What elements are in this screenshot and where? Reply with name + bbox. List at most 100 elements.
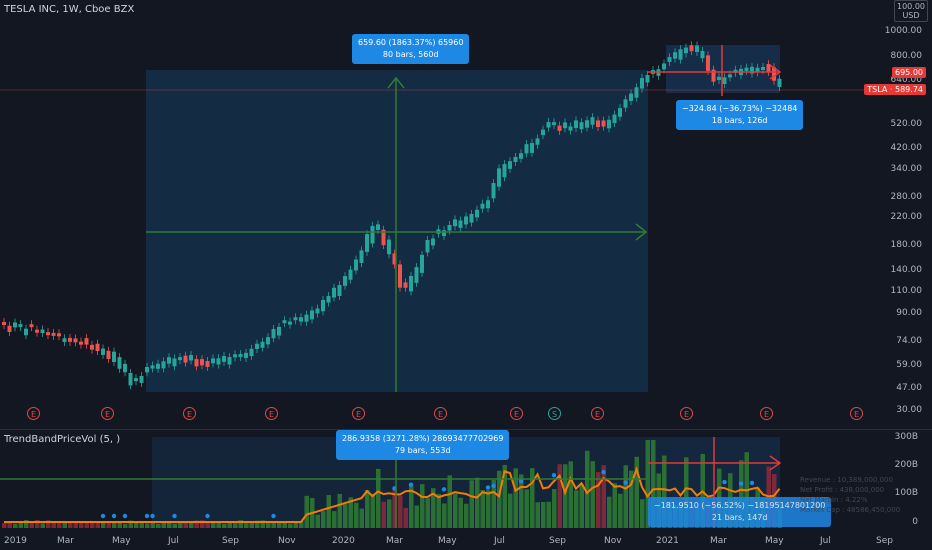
candle: [227, 357, 232, 365]
candle: [145, 367, 149, 373]
candle: [612, 114, 617, 124]
volume-bar: [354, 502, 359, 528]
volume-bar: [145, 523, 150, 528]
candle: [79, 341, 83, 345]
earnings-marker[interactable]: S: [548, 407, 561, 420]
volume-bar: [90, 522, 95, 528]
candle: [453, 219, 457, 227]
volume-dot: [601, 469, 606, 475]
price-tick-label: 220.00: [890, 212, 923, 222]
time-tick-label: Nov: [604, 536, 622, 546]
candle: [244, 352, 248, 359]
candle: [458, 220, 463, 228]
candle: [563, 122, 567, 129]
earnings-marker[interactable]: E: [352, 407, 365, 420]
candle: [90, 344, 94, 350]
volume-bar: [370, 494, 375, 528]
earnings-marker[interactable]: E: [101, 407, 114, 420]
volume-bar: [464, 503, 469, 528]
candle: [62, 338, 67, 343]
time-tick-label: Nov: [278, 536, 296, 546]
candle: [502, 164, 507, 178]
chart-title: TESLA INC, 1W, Cboe BZX: [4, 4, 135, 15]
candle: [260, 341, 265, 348]
volume-bar: [183, 521, 188, 528]
candle: [403, 282, 408, 288]
candle: [216, 358, 221, 365]
measure-callout-volume: 286.9358 (3271.28%) 28693477702969 79 bar…: [336, 430, 510, 460]
volume-bar: [260, 520, 265, 528]
earnings-marker[interactable]: E: [265, 407, 278, 420]
volume-bar: [629, 470, 634, 528]
volume-bar: [651, 440, 656, 528]
volume-bar: [2, 523, 7, 528]
volume-bar: [645, 440, 650, 528]
vol2-horizontal-arrowhead: [769, 455, 782, 471]
candle: [18, 324, 23, 328]
candle: [469, 213, 474, 223]
price-tick-label: 74.00: [896, 336, 922, 346]
candle: [161, 361, 166, 369]
candle: [772, 67, 776, 81]
candle: [486, 200, 490, 209]
volume-bar: [68, 522, 73, 528]
volume-bar: [634, 456, 639, 528]
time-tick-label: Sep: [876, 536, 893, 546]
candle: [343, 276, 347, 286]
candle: [623, 99, 628, 108]
volume-bar: [332, 511, 337, 528]
candle: [722, 77, 727, 84]
volume-bar: [249, 522, 254, 528]
volume-bar: [57, 523, 62, 528]
candle: [299, 317, 303, 322]
volume-bar: [601, 465, 606, 528]
candle: [348, 269, 353, 280]
callout-main-line2: 80 bars, 560d: [382, 50, 439, 59]
candle: [40, 329, 45, 333]
candles-group: [2, 41, 782, 390]
candle: [475, 209, 479, 218]
candle: [370, 225, 375, 244]
indicator-title[interactable]: TrendBandPriceVol (5, ): [4, 434, 121, 445]
price-tick-label: 59.00: [896, 360, 922, 370]
volume-bar: [172, 523, 177, 528]
volume-bar: [381, 501, 386, 528]
earnings-marker[interactable]: E: [850, 407, 863, 420]
volume-bar: [106, 521, 111, 528]
earnings-marker[interactable]: E: [183, 407, 196, 420]
earnings-marker[interactable]: E: [27, 407, 40, 420]
candle: [326, 296, 331, 303]
earnings-marker[interactable]: E: [760, 407, 773, 420]
currency-button[interactable]: 100.00 USD: [894, 0, 928, 22]
volume-bar: [205, 522, 210, 528]
time-tick-label: Jul: [168, 536, 179, 546]
candle: [271, 328, 276, 339]
volume-bar: [277, 522, 282, 528]
indicator-tick-label: 300B: [894, 432, 918, 442]
callout-vol2-line1: −181.9510 (−56.52%) −18195147801200: [654, 501, 826, 510]
earnings-marker[interactable]: E: [510, 407, 523, 420]
fin-revenue: Revenue : 10,389,000,000: [800, 476, 893, 484]
volume-dot: [485, 485, 491, 490]
candle: [123, 363, 127, 373]
volume-bar: [568, 461, 573, 528]
earnings-marker[interactable]: E: [591, 407, 604, 420]
candle: [541, 129, 545, 136]
volume-bar: [420, 484, 425, 528]
measure-callout-volume-2: −181.9510 (−56.52%) −18195147801200 21 ba…: [648, 497, 832, 527]
tsla-symbol: TSLA: [867, 85, 888, 94]
earnings-marker[interactable]: E: [680, 407, 693, 420]
candle: [744, 67, 749, 71]
callout-vol-line2: 79 bars, 553d: [394, 446, 451, 455]
indicator-tick-label: 200B: [894, 460, 918, 470]
candle: [117, 357, 122, 369]
candle: [205, 360, 210, 367]
candle: [57, 333, 61, 337]
volume-dot: [271, 513, 276, 519]
volume-bar: [541, 502, 546, 528]
earnings-marker[interactable]: E: [434, 407, 447, 420]
volume-bar: [519, 474, 524, 528]
candle: [590, 117, 595, 125]
candle: [68, 337, 72, 342]
